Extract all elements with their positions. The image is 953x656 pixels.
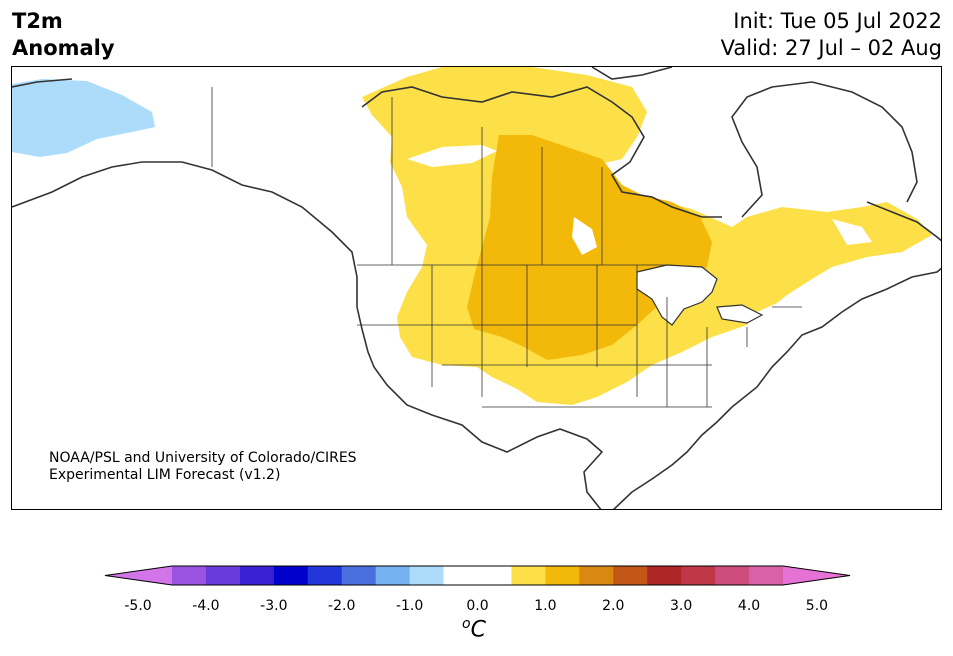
valid-date: Valid: 27 Jul – 02 Aug [720,36,942,60]
colorbar [104,565,851,586]
map-canvas [12,67,941,509]
colorbar-bin [477,566,512,585]
colorbar-bin [375,566,411,585]
colorbar-tick-label: -2.0 [328,598,356,614]
colorbar-bin [545,566,580,585]
init-date: Init: Tue 05 Jul 2022 [733,9,942,33]
colorbar-bin [341,566,377,585]
colorbar-bin [409,566,445,585]
colorbar-bin [647,566,682,585]
colorbar-tick-label: 5.0 [805,598,829,614]
colorbar-bin [172,566,207,585]
colorbar-bin [681,566,716,585]
colorbar-tick-label: -4.0 [192,598,220,614]
title-anomaly: Anomaly [12,36,115,60]
colorbar-bin [239,566,275,585]
colorbar-bin [443,566,478,585]
colorbar-bin [511,566,546,585]
colorbar-outline [104,565,851,586]
colorbar-bin [715,566,750,585]
colorbar-bin [613,566,648,585]
credit-line1: NOAA/PSL and University of Colorado/CIRE… [49,450,357,466]
colorbar-extend-high [783,566,850,585]
credit-text: NOAA/PSL and University of Colorado/CIRE… [49,450,357,484]
forecast-dates: Init: Tue 05 Jul 2022 Valid: 27 Jul – 02… [721,8,942,62]
colorbar-bin [749,566,784,585]
map-title: T2m Anomaly [12,8,115,62]
colorbar-extend-low [105,566,172,585]
credit-line2: Experimental LIM Forecast (v1.2) [49,467,281,483]
colorbar-tick-label: -5.0 [124,598,152,614]
colorbar-unit: oC [462,616,486,642]
colorbar-bin [205,566,241,585]
colorbar-tick-label: 0.0 [466,598,489,614]
anomaly-map: NOAA/PSL and University of Colorado/CIRE… [11,66,942,510]
great-lakes [636,264,764,326]
cold-anomaly-alaska [12,79,155,157]
colorbar-tick-label: 2.0 [602,598,625,614]
colorbar-tick-label: 3.0 [670,598,693,614]
coastlines [12,67,941,509]
colorbar-tick-label: 1.0 [534,598,557,614]
colorbar-bin [273,566,309,585]
title-variable: T2m [12,9,63,33]
colorbar-bin [579,566,614,585]
unit-celsius: C [470,617,486,643]
colorbar-bin [307,566,343,585]
borders [211,87,802,408]
colorbar-tick-label: -3.0 [260,598,288,614]
colorbar-tick-label: -1.0 [395,598,424,614]
colorbar-tick-label: 4.0 [737,598,761,614]
unit-degree: o [462,616,471,632]
